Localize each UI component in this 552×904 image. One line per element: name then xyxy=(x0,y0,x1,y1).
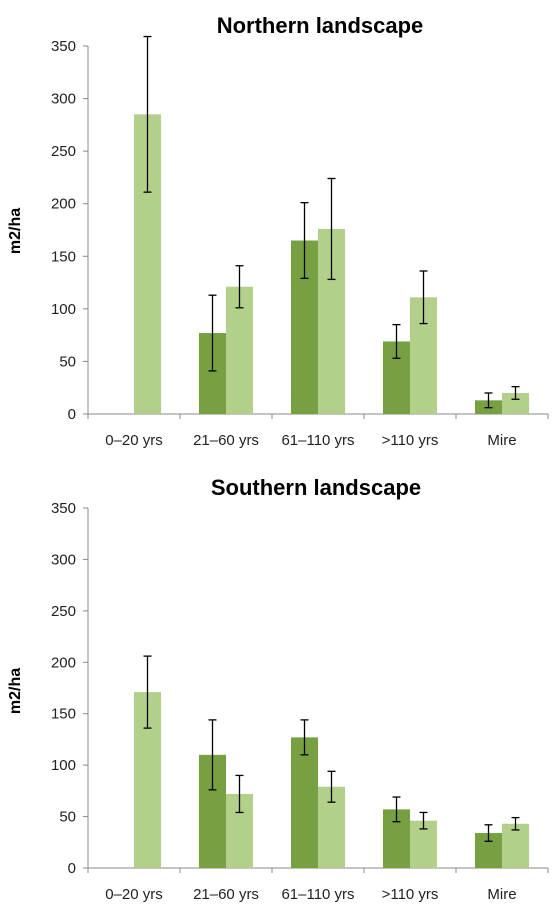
y-tick-label: 350 xyxy=(51,38,76,55)
chart-southern-landscape: Southern landscape m2/ha 0 50 100 150 200 250… xyxy=(7,475,549,903)
y-tick-label: 300 xyxy=(51,91,76,108)
y-axis-label: m2/ha xyxy=(7,208,24,254)
y-tick-label: 200 xyxy=(51,654,76,671)
bar xyxy=(502,392,529,414)
x-tick-label: 0–20 yrs xyxy=(105,432,163,449)
y-tick-label: 0 xyxy=(68,406,76,423)
x-tick-label: 0–20 yrs xyxy=(105,886,163,903)
y-tick-label: 100 xyxy=(51,757,76,774)
bar xyxy=(502,823,529,868)
y-tick-label: 0 xyxy=(68,860,76,877)
y-tick-label: 200 xyxy=(51,196,76,213)
y-tick-label: 150 xyxy=(51,248,76,265)
x-tick-label: 61–110 yrs xyxy=(281,886,354,903)
y-tick-label: 250 xyxy=(51,603,76,620)
x-tick-label: 21–60 yrs xyxy=(193,432,259,449)
x-tick-label: Mire xyxy=(487,886,516,903)
y-tick-label: 250 xyxy=(51,143,76,160)
y-tick-label: 100 xyxy=(51,301,76,318)
chart-title: Southern landscape xyxy=(211,475,421,500)
y-tick-label: 50 xyxy=(59,353,76,370)
y-tick-label: 350 xyxy=(51,500,76,517)
chart-title: Northern landscape xyxy=(217,13,424,38)
x-tick-label: >110 yrs xyxy=(382,432,439,449)
bar xyxy=(291,737,318,868)
y-tick-label: 150 xyxy=(51,706,76,723)
x-tick-label: 21–60 yrs xyxy=(193,886,259,903)
x-tick-label: 61–110 yrs xyxy=(281,432,354,449)
chart-northern-landscape: Northern landscape m2/ha 0 50 100 150 200 250… xyxy=(7,13,549,449)
y-tick-label: 50 xyxy=(59,809,76,826)
x-tick-label: Mire xyxy=(487,432,516,449)
x-tick-label: >110 yrs xyxy=(382,886,439,903)
y-tick-label: 300 xyxy=(51,551,76,568)
y-axis-label: m2/ha xyxy=(7,668,24,714)
